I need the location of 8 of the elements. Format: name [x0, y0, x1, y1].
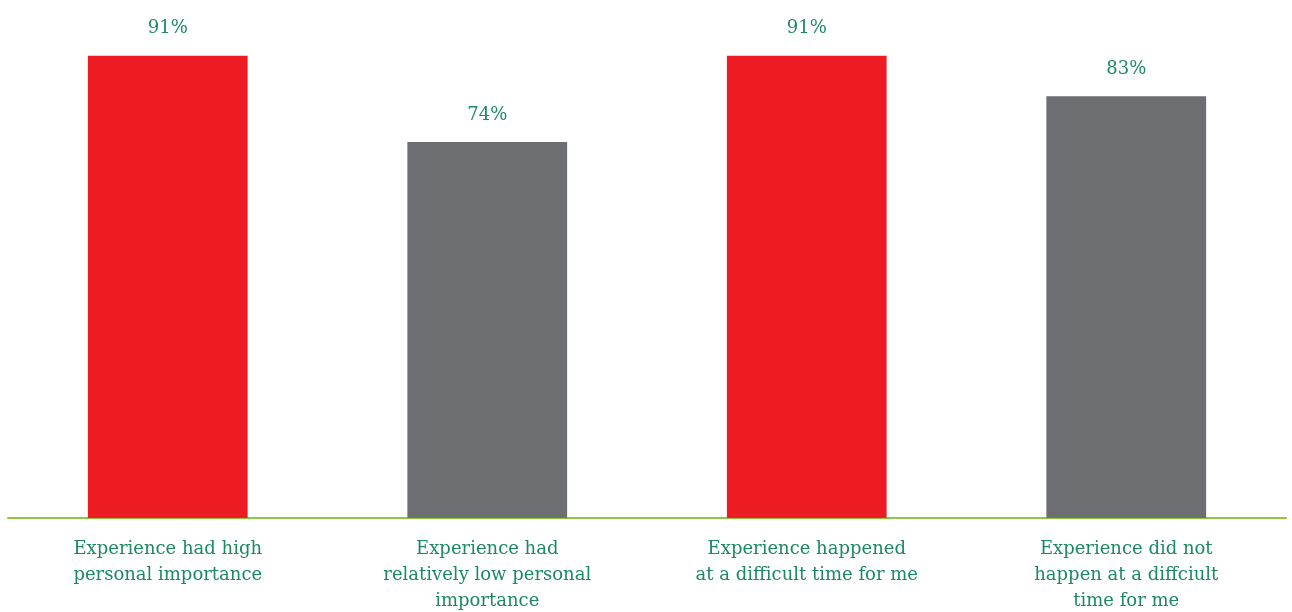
x-tick-label: Experience had high personal importance [73, 536, 263, 584]
data-label: 74% [467, 102, 508, 124]
x-tick-label: Experience happened at a difficult time for me [695, 536, 918, 584]
data-label: 91% [147, 16, 188, 38]
data-label: 83% [1106, 56, 1147, 78]
data-label: 91% [786, 16, 827, 38]
x-tick-label: Experience did not happen at a diffciult time for me [1034, 536, 1219, 610]
x-tick-label: Experience had relatively low personal importance [383, 536, 592, 610]
